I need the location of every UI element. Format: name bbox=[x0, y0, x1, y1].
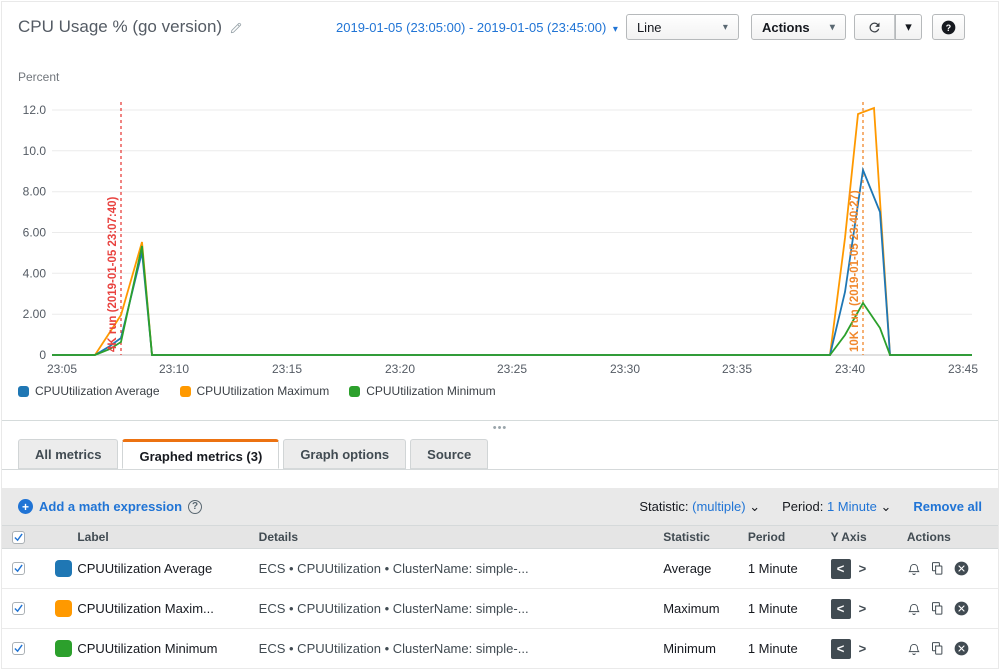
svg-text:23:15: 23:15 bbox=[272, 362, 302, 376]
svg-text:23:25: 23:25 bbox=[497, 362, 527, 376]
svg-text:0: 0 bbox=[39, 348, 46, 362]
svg-text:10.0: 10.0 bbox=[23, 144, 47, 158]
svg-text:23:35: 23:35 bbox=[722, 362, 752, 376]
svg-text:23:10: 23:10 bbox=[159, 362, 189, 376]
svg-text:23:30: 23:30 bbox=[610, 362, 640, 376]
svg-text:6.00: 6.00 bbox=[23, 226, 47, 240]
svg-text:4.00: 4.00 bbox=[23, 266, 47, 280]
svg-text:23:20: 23:20 bbox=[385, 362, 415, 376]
svg-text:2.00: 2.00 bbox=[23, 307, 47, 321]
svg-text:12.0: 12.0 bbox=[23, 103, 47, 117]
svg-text:23:05: 23:05 bbox=[47, 362, 77, 376]
svg-text:10K run (2019-01-05 23:40:27): 10K run (2019-01-05 23:40:27) bbox=[849, 190, 861, 352]
svg-text:23:45: 23:45 bbox=[948, 362, 978, 376]
svg-text:23:40: 23:40 bbox=[835, 362, 865, 376]
svg-text:4K run (2019-01-05 23:07:40): 4K run (2019-01-05 23:07:40) bbox=[107, 197, 119, 352]
svg-text:8.00: 8.00 bbox=[23, 185, 47, 199]
